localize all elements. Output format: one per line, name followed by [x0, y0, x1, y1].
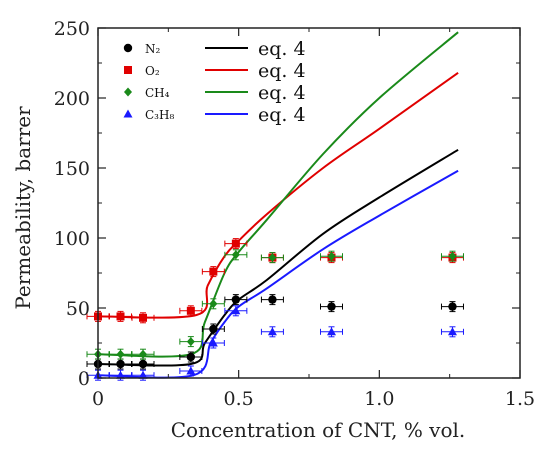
data-point-2 [109, 348, 133, 360]
y-tick-label: 250 [54, 18, 90, 40]
data-point-2 [224, 249, 248, 261]
marker-diamond [139, 349, 148, 359]
model-curve-2 [97, 31, 459, 358]
marker-circle [116, 359, 125, 369]
data-point-1 [224, 238, 248, 250]
plot-frame [97, 27, 521, 379]
data-point-0 [131, 358, 155, 370]
data-point-3 [224, 305, 248, 317]
data-point-3 [320, 326, 344, 338]
data-point-2 [440, 250, 464, 262]
data-point-0 [109, 358, 133, 370]
data-point-2 [260, 252, 284, 264]
x-tick-label: 0 [92, 388, 104, 410]
marker-circle [231, 295, 241, 304]
data-point-0 [320, 301, 344, 313]
marker-triangle [327, 327, 337, 336]
data-point-1 [201, 266, 225, 278]
marker-circle [186, 352, 196, 362]
marker-square [231, 239, 240, 248]
y-tick-label: 0 [78, 368, 90, 390]
marker-triangle [447, 327, 457, 336]
marker-circle [268, 295, 277, 304]
data-point-3 [179, 365, 203, 377]
marker-square [139, 313, 148, 322]
marker-diamond [209, 299, 218, 309]
data-point-0 [260, 294, 284, 306]
marker-square [209, 267, 218, 276]
data-point-3 [201, 337, 225, 349]
marker-circle [327, 302, 336, 311]
marker-diamond [186, 337, 195, 347]
data-point-2 [131, 348, 155, 360]
x-tick-label: 1.5 [505, 388, 535, 410]
legend-label-3: C₃H₈ [145, 108, 174, 122]
legend-eq-label-3: eq. 4 [258, 104, 306, 126]
x-tick-label: 1.0 [364, 388, 394, 410]
legend-marker-3 [123, 109, 133, 118]
marker-triangle [116, 370, 126, 379]
legend-eq-label-0: eq. 4 [258, 38, 306, 60]
marker-diamond [268, 253, 277, 263]
y-tick-label: 100 [54, 228, 90, 250]
legend-label-0: N₂ [145, 42, 161, 56]
marker-circle [209, 324, 218, 334]
marker-circle [138, 359, 148, 369]
marker-circle [448, 302, 457, 311]
data-point-3 [260, 326, 284, 338]
legend-label-2: CH₄ [145, 86, 170, 100]
legend-eq-label-1: eq. 4 [258, 60, 306, 82]
data-point-0 [201, 323, 225, 335]
marker-triangle [208, 338, 218, 347]
data-point-2 [201, 298, 225, 310]
x-tick-label: 0.5 [224, 388, 254, 410]
marker-diamond [231, 250, 240, 260]
marker-diamond [448, 251, 457, 261]
y-axis-label: Permeability, barrer [11, 106, 35, 310]
data-point-3 [440, 326, 464, 338]
marker-diamond [116, 349, 125, 359]
y-tick-label: 50 [66, 298, 90, 320]
y-tick-label: 200 [54, 88, 90, 110]
model-curve-3 [97, 169, 459, 379]
marker-triangle [186, 366, 196, 375]
legend-marker-1 [124, 66, 132, 74]
data-point-0 [224, 294, 248, 306]
data-point-0 [440, 301, 464, 313]
marker-triangle [138, 370, 148, 379]
data-point-2 [320, 250, 344, 262]
marker-triangle [267, 327, 277, 336]
legend-label-1: O₂ [145, 64, 160, 78]
data-point-1 [131, 312, 155, 324]
data-point-2 [179, 336, 203, 348]
data-point-3 [109, 369, 133, 381]
marker-square [186, 306, 195, 315]
marker-diamond [327, 251, 336, 261]
data-point-0 [179, 351, 203, 363]
x-axis-label: Concentration of CNT, % vol. [171, 418, 466, 442]
legend-marker-0 [123, 43, 133, 53]
legend-eq-label-2: eq. 4 [258, 82, 306, 104]
data-point-1 [179, 305, 203, 317]
marker-square [116, 312, 125, 321]
data-point-1 [109, 310, 133, 322]
data-point-3 [131, 369, 155, 381]
legend-marker-2 [124, 87, 132, 97]
y-tick-label: 150 [54, 158, 90, 180]
marker-triangle [231, 306, 241, 315]
